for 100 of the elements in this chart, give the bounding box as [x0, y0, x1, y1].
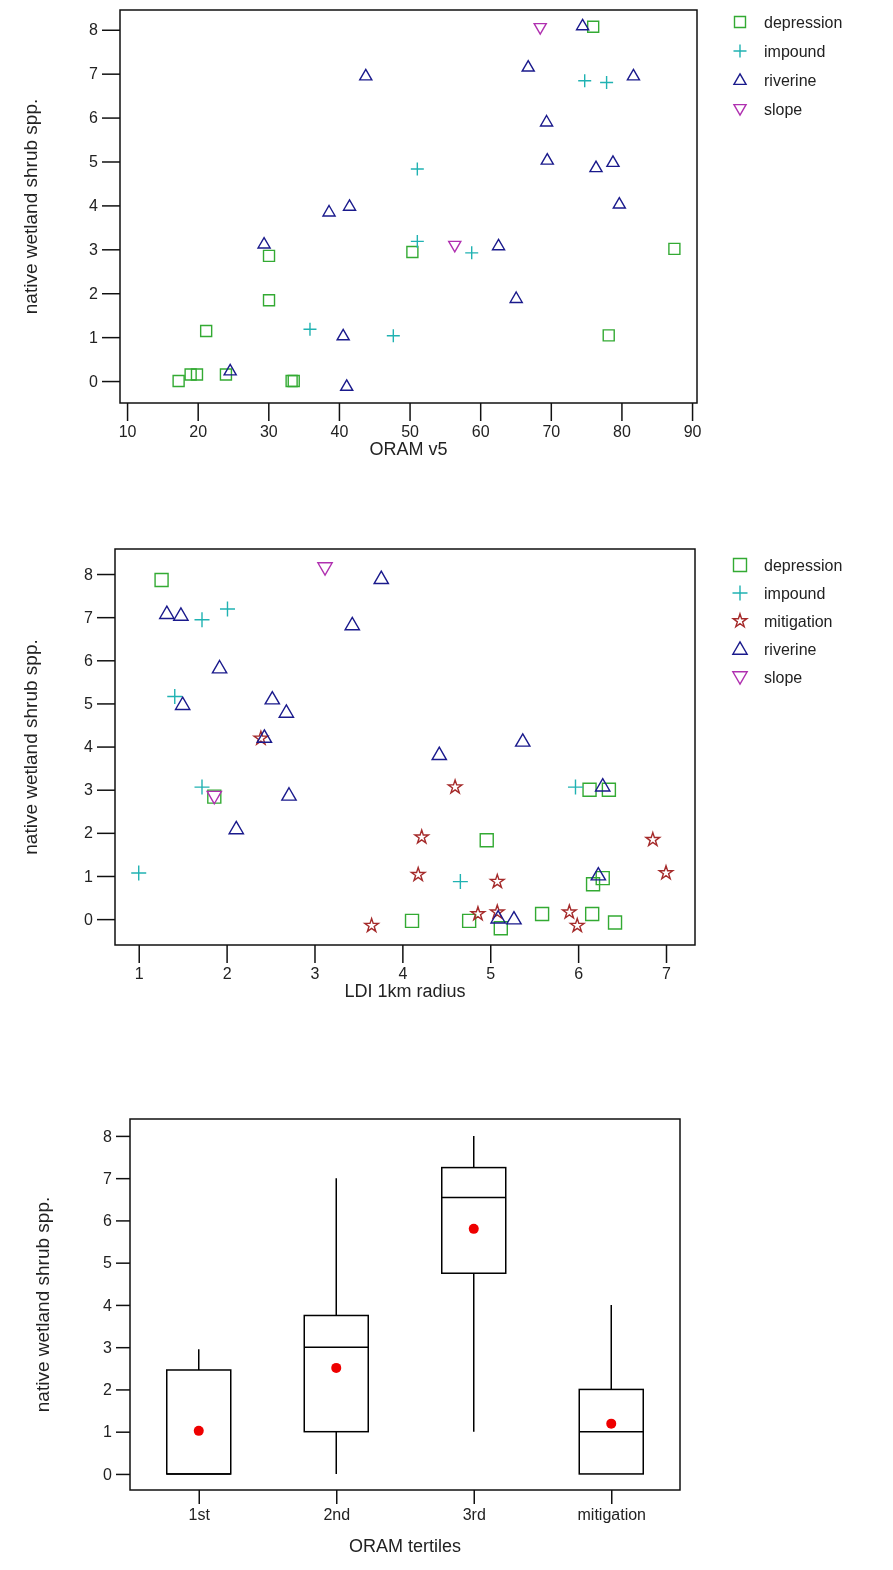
point: [322, 204, 336, 217]
point: [586, 20, 600, 33]
point: [470, 906, 486, 921]
point: [253, 730, 269, 745]
point: [645, 831, 661, 847]
x-tick-label: 3rd: [462, 1506, 486, 1524]
point: [190, 368, 204, 381]
x-tick-label: 7: [662, 965, 672, 983]
point: [219, 600, 236, 618]
y-tick-label: 3: [103, 1338, 113, 1356]
point: [575, 18, 590, 31]
point: [489, 873, 505, 889]
point: [533, 22, 547, 35]
point: [414, 829, 430, 844]
point: [612, 196, 627, 209]
y-axis-title: native wetland shrub spp.: [19, 639, 41, 855]
point: [607, 915, 623, 930]
legend-label: depression: [764, 13, 843, 31]
point: [302, 322, 318, 337]
point: [336, 328, 350, 341]
point: [154, 572, 169, 588]
point: [193, 611, 211, 628]
legend-label: riverine: [764, 640, 817, 658]
y-tick-label: 0: [103, 1465, 113, 1483]
y-tick-label: 7: [84, 608, 94, 626]
point: [490, 909, 506, 924]
x-tick-label: 30: [259, 423, 278, 441]
y-tick-label: 4: [84, 738, 94, 756]
point: [228, 820, 245, 835]
x-tick-label: 60: [471, 423, 490, 441]
legend-label: slope: [764, 668, 803, 686]
point: [406, 245, 419, 259]
x-tick-label: 2: [222, 965, 232, 983]
point: [447, 779, 463, 794]
point: [582, 782, 597, 797]
y-tick-label: 4: [89, 197, 99, 215]
point: [173, 607, 189, 621]
y-tick-label: 6: [84, 651, 94, 669]
point: [493, 920, 508, 936]
point: [223, 363, 237, 376]
point: [257, 236, 271, 249]
point: [262, 294, 276, 307]
point: [410, 234, 425, 249]
x-tick-label: 3: [310, 965, 320, 983]
point: [461, 913, 477, 929]
y-tick-label: 2: [103, 1381, 113, 1399]
point: [491, 238, 506, 251]
legend-label: impound: [764, 42, 826, 60]
point: [626, 68, 641, 81]
y-tick-label: 7: [103, 1169, 113, 1187]
y-tick-label: 4: [103, 1296, 113, 1314]
point: [278, 704, 295, 718]
y-tick-label: 2: [84, 824, 94, 842]
point: [584, 906, 600, 922]
point: [521, 59, 535, 72]
point: [506, 910, 522, 925]
point: [344, 616, 361, 631]
point: [193, 778, 211, 796]
point: [509, 291, 523, 304]
x-tick-label: 10: [118, 423, 137, 441]
point: [479, 832, 494, 848]
point: [540, 152, 555, 165]
point: [448, 240, 462, 253]
y-tick-label: 5: [103, 1254, 113, 1272]
point: [567, 778, 584, 796]
y-axis-title: native wetland shrub spp.: [31, 1196, 53, 1413]
y-tick-label: 1: [103, 1423, 113, 1441]
x-tick-label: 6: [574, 965, 584, 983]
point: [464, 245, 479, 261]
point: [281, 787, 297, 801]
x-tick-label: mitigation: [577, 1506, 646, 1524]
y-tick-label: 6: [103, 1212, 113, 1230]
legend-label: impound: [764, 584, 826, 602]
point: [386, 328, 401, 344]
point: [561, 904, 577, 919]
y-tick-label: 3: [84, 781, 94, 799]
point: [595, 870, 610, 886]
y-axis-title: native wetland shrub spp.: [19, 98, 41, 315]
x-axis-title: LDI 1km radius: [344, 981, 466, 1001]
point: [199, 324, 213, 338]
x-tick-label: 80: [613, 423, 631, 441]
y-tick-label: 1: [89, 328, 99, 346]
point: [431, 746, 448, 761]
x-axis-title: ORAM v5: [369, 439, 448, 459]
point: [569, 917, 585, 933]
point: [264, 690, 281, 705]
x-tick-label: 70: [542, 423, 561, 441]
x-tick-label: 40: [330, 423, 349, 441]
point: [166, 688, 183, 705]
point: [262, 249, 276, 263]
point: [452, 873, 469, 890]
x-tick-label: 4: [398, 965, 408, 983]
point: [410, 161, 425, 177]
point: [585, 876, 601, 892]
x-tick-label: 1st: [188, 1506, 211, 1524]
x-tick-label: 5: [486, 965, 496, 983]
point: [211, 659, 228, 674]
y-tick-label: 8: [103, 1127, 113, 1145]
y-tick-label: 5: [89, 153, 99, 171]
point: [159, 605, 175, 620]
